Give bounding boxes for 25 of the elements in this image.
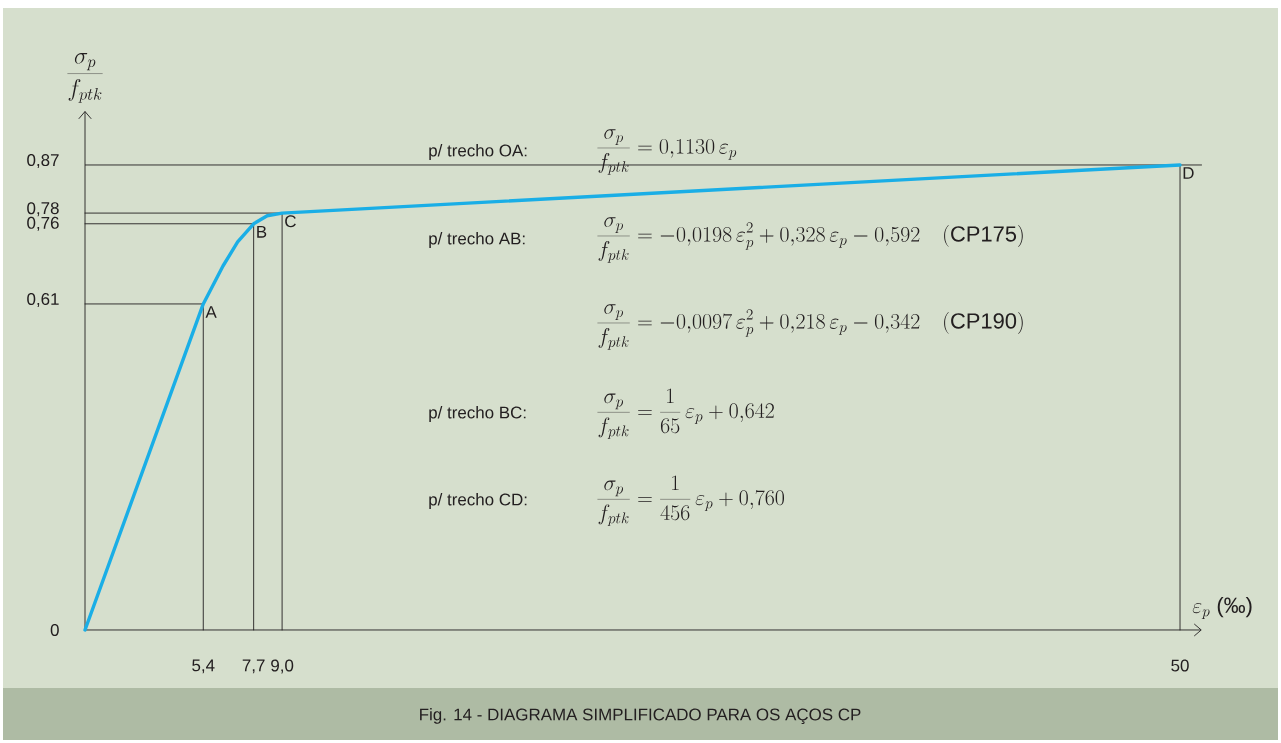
x-axis-title: $\varepsilon_p\;\mbox{(‰)}$ xyxy=(1192,596,1252,620)
annotation: p/ trecho BC: xyxy=(429,406,526,422)
y-axis-title: $\frac{\sigma_p}{f_{ptk}}$ xyxy=(67,53,103,103)
annotation: D xyxy=(1183,167,1194,179)
y-tick-label: 0,78 xyxy=(27,202,59,217)
y-tick-label: 0,61 xyxy=(27,293,59,308)
y-tick-label: 0,76 xyxy=(27,216,59,231)
text: Fig. 14 - DIAGRAMA SIMPLIFICADO PARA OS AÇOS CP xyxy=(420,708,861,724)
annotation: p/ trecho CD: xyxy=(429,493,527,509)
annotation: B xyxy=(257,225,267,238)
x-tick-label: 7,7 xyxy=(242,659,265,674)
annotation: $\frac{\sigma_p}{f_{ptk}} = -0{,}0097\,\varepsilon_p^2 + 0{,}218\,\varepsilon_p - 0{,}342\quad\mathrm{(CP190)}$ xyxy=(597,304,1023,350)
y-tick-label: 0,87 xyxy=(27,154,59,169)
annotation: p/ trecho AB: xyxy=(429,232,525,248)
x-tick-label: 9,0 xyxy=(271,659,294,674)
annotation: $\frac{\sigma_p}{f_{ptk}} = \frac{1}{65}\,\varepsilon_p + 0{,}642$ xyxy=(597,388,774,440)
x-tick-label: 5,4 xyxy=(192,659,215,674)
y-tick-label: 0 xyxy=(50,623,59,636)
annotation: A xyxy=(205,306,217,318)
annotation: C xyxy=(285,215,296,228)
x-tick-label: 50 xyxy=(1171,659,1189,672)
annotation: $\frac{\sigma_p}{f_{ptk}} = 0{,}1130\,\varepsilon_p$ xyxy=(597,129,737,175)
annotation: p/ trecho OA: xyxy=(429,144,527,160)
annotation: $\frac{\sigma_p}{f_{ptk}} = \frac{1}{456}\,\varepsilon_p + 0{,}760$ xyxy=(597,475,785,527)
annotation: $\frac{\sigma_p}{f_{ptk}} = -0{,}0198\,\varepsilon_p^2 + 0{,}328\,\varepsilon_p - 0{,}592\quad\mathrm{(CP175)}$ xyxy=(597,217,1023,263)
